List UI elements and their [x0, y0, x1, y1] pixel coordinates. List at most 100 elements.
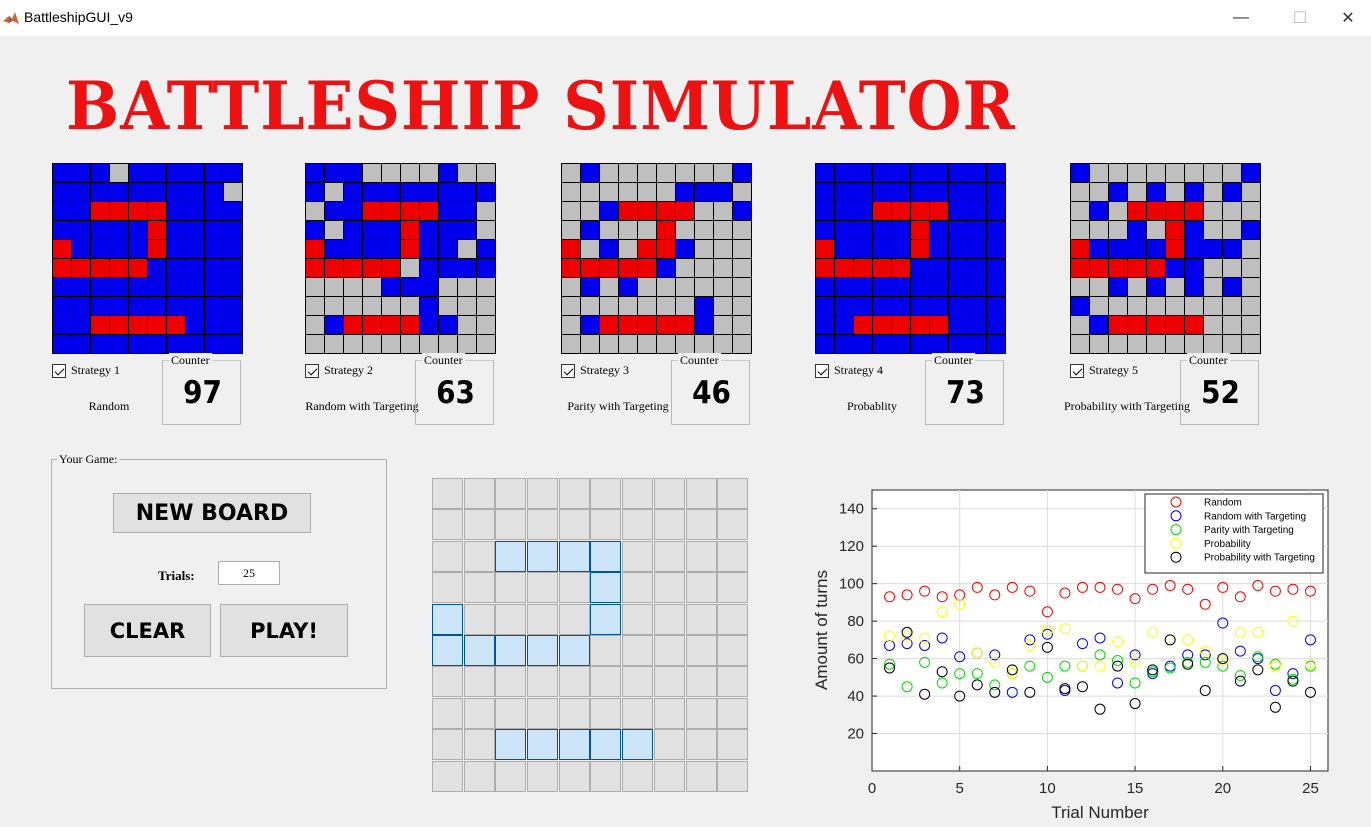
play-button[interactable]: PLAY! [220, 604, 348, 657]
board-cell-button[interactable] [622, 509, 654, 541]
board-cell-button[interactable] [622, 540, 654, 572]
board-cell-button[interactable] [685, 697, 717, 729]
ship-cell-button[interactable] [622, 729, 654, 761]
ship-cell-button[interactable] [463, 634, 495, 666]
board-cell-button[interactable] [653, 572, 685, 604]
ship-cell-button[interactable] [527, 729, 559, 761]
ship-cell-button[interactable] [590, 603, 622, 635]
board-cell-button[interactable] [463, 729, 495, 761]
strategy-2-checkbox[interactable]: Strategy 2 [305, 363, 373, 378]
board-cell-button[interactable] [685, 634, 717, 666]
ship-cell-button[interactable] [527, 634, 559, 666]
board-cell-button[interactable] [717, 666, 749, 698]
board-cell-button[interactable] [622, 666, 654, 698]
board-cell-button[interactable] [432, 666, 463, 698]
board-cell-button[interactable] [527, 572, 559, 604]
strategy-1-checkbox[interactable]: Strategy 1 [52, 363, 120, 378]
board-cell-button[interactable] [622, 760, 654, 792]
board-cell-button[interactable] [653, 634, 685, 666]
board-cell-button[interactable] [717, 634, 749, 666]
board-cell-button[interactable] [432, 729, 463, 761]
board-cell-button[interactable] [558, 760, 590, 792]
board-cell-button[interactable] [432, 572, 463, 604]
ship-cell-button[interactable] [495, 729, 527, 761]
strategy-5-checkbox[interactable]: Strategy 5 [1070, 363, 1138, 378]
board-cell-button[interactable] [432, 509, 463, 541]
board-cell-button[interactable] [495, 603, 527, 635]
board-cell-button[interactable] [558, 572, 590, 604]
board-cell-button[interactable] [622, 603, 654, 635]
board-cell-button[interactable] [685, 509, 717, 541]
board-cell-button[interactable] [653, 509, 685, 541]
checkmark-icon[interactable] [815, 363, 829, 378]
board-cell-button[interactable] [653, 666, 685, 698]
board-cell-button[interactable] [622, 634, 654, 666]
ship-cell-button[interactable] [432, 603, 463, 635]
board-cell-button[interactable] [432, 760, 463, 792]
ship-cell-button[interactable] [590, 572, 622, 604]
clear-button[interactable]: CLEAR [84, 604, 211, 657]
board-cell-button[interactable] [463, 760, 495, 792]
ship-cell-button[interactable] [432, 634, 463, 666]
board-cell-button[interactable] [463, 540, 495, 572]
board-cell-button[interactable] [622, 572, 654, 604]
checkmark-icon[interactable] [305, 363, 319, 378]
ship-cell-button[interactable] [558, 540, 590, 572]
checkmark-icon[interactable] [561, 363, 575, 378]
board-cell-button[interactable] [527, 603, 559, 635]
board-cell-button[interactable] [463, 572, 495, 604]
board-cell-button[interactable] [717, 509, 749, 541]
board-cell-button[interactable] [590, 478, 622, 509]
board-cell-button[interactable] [622, 697, 654, 729]
board-cell-button[interactable] [717, 572, 749, 604]
board-cell-button[interactable] [653, 603, 685, 635]
board-cell-button[interactable] [432, 697, 463, 729]
strategy-3-checkbox[interactable]: Strategy 3 [561, 363, 629, 378]
board-cell-button[interactable] [558, 478, 590, 509]
board-cell-button[interactable] [685, 760, 717, 792]
ship-cell-button[interactable] [495, 634, 527, 666]
board-cell-button[interactable] [558, 603, 590, 635]
board-cell-button[interactable] [590, 634, 622, 666]
board-cell-button[interactable] [685, 572, 717, 604]
board-cell-button[interactable] [685, 729, 717, 761]
board-cell-button[interactable] [717, 603, 749, 635]
board-cell-button[interactable] [622, 478, 654, 509]
board-cell-button[interactable] [495, 478, 527, 509]
board-cell-button[interactable] [558, 666, 590, 698]
board-cell-button[interactable] [463, 509, 495, 541]
board-cell-button[interactable] [717, 697, 749, 729]
board-cell-button[interactable] [653, 540, 685, 572]
board-cell-button[interactable] [685, 540, 717, 572]
ship-cell-button[interactable] [590, 729, 622, 761]
board-cell-button[interactable] [558, 697, 590, 729]
board-cell-button[interactable] [527, 697, 559, 729]
board-cell-button[interactable] [463, 666, 495, 698]
board-cell-button[interactable] [558, 509, 590, 541]
board-cell-button[interactable] [717, 760, 749, 792]
board-cell-button[interactable] [590, 509, 622, 541]
board-cell-button[interactable] [527, 760, 559, 792]
checkmark-icon[interactable] [52, 363, 66, 378]
board-cell-button[interactable] [685, 478, 717, 509]
board-cell-button[interactable] [590, 666, 622, 698]
board-cell-button[interactable] [590, 760, 622, 792]
board-cell-button[interactable] [463, 697, 495, 729]
ship-cell-button[interactable] [590, 540, 622, 572]
board-cell-button[interactable] [590, 697, 622, 729]
strategy-4-checkbox[interactable]: Strategy 4 [815, 363, 883, 378]
board-cell-button[interactable] [653, 760, 685, 792]
board-cell-button[interactable] [432, 478, 463, 509]
ship-cell-button[interactable] [527, 540, 559, 572]
board-cell-button[interactable] [527, 478, 559, 509]
ship-cell-button[interactable] [558, 729, 590, 761]
board-cell-button[interactable] [685, 603, 717, 635]
board-cell-button[interactable] [495, 697, 527, 729]
board-cell-button[interactable] [717, 729, 749, 761]
board-cell-button[interactable] [653, 478, 685, 509]
trials-input[interactable]: 25 [218, 561, 280, 585]
board-cell-button[interactable] [653, 729, 685, 761]
board-cell-button[interactable] [432, 540, 463, 572]
board-cell-button[interactable] [495, 666, 527, 698]
board-cell-button[interactable] [495, 760, 527, 792]
